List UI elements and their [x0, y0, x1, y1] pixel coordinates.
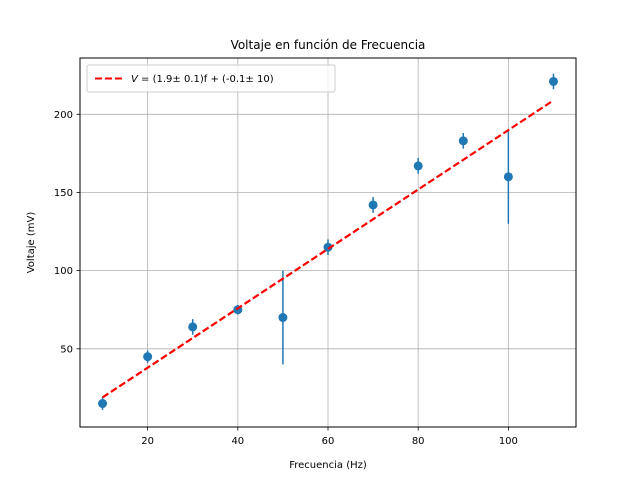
x-tick-label: 40 — [231, 436, 244, 447]
data-point — [278, 313, 288, 323]
y-tick-label: 150 — [54, 188, 73, 199]
legend: V = (1.9± 0.1)f + (-0.1± 10) — [86, 64, 336, 93]
data-point — [188, 322, 198, 332]
grid — [80, 58, 576, 427]
data-point — [503, 172, 513, 182]
data-point — [323, 242, 333, 252]
data-point — [413, 161, 423, 171]
y-tick-label: 50 — [60, 344, 73, 355]
y-axis-label: Voltaje (mV) — [26, 212, 37, 274]
ticks: 20 40 60 80 100 50 100 150 200 — [54, 110, 518, 447]
data-point — [458, 136, 468, 146]
chart-title: Voltaje en función de Frecuencia — [231, 38, 426, 52]
data-marks — [98, 73, 558, 410]
data-point — [98, 399, 108, 409]
y-tick-label: 100 — [54, 266, 73, 277]
x-tick-label: 80 — [412, 436, 425, 447]
data-point — [368, 200, 378, 210]
x-tick-label: 100 — [499, 436, 518, 447]
x-tick-label: 60 — [322, 436, 335, 447]
data-point — [143, 352, 153, 362]
legend-label-text: = (1.9± 0.1)f + (-0.1± 10) — [138, 74, 274, 85]
legend-label-variable: V — [131, 74, 139, 85]
y-tick-label: 200 — [54, 110, 73, 121]
x-axis-label: Frecuencia (Hz) — [289, 460, 367, 471]
legend-label: V = (1.9± 0.1)f + (-0.1± 10) — [131, 74, 274, 85]
x-tick-label: 20 — [141, 436, 154, 447]
legend-box — [86, 64, 336, 93]
data-point — [548, 76, 558, 86]
